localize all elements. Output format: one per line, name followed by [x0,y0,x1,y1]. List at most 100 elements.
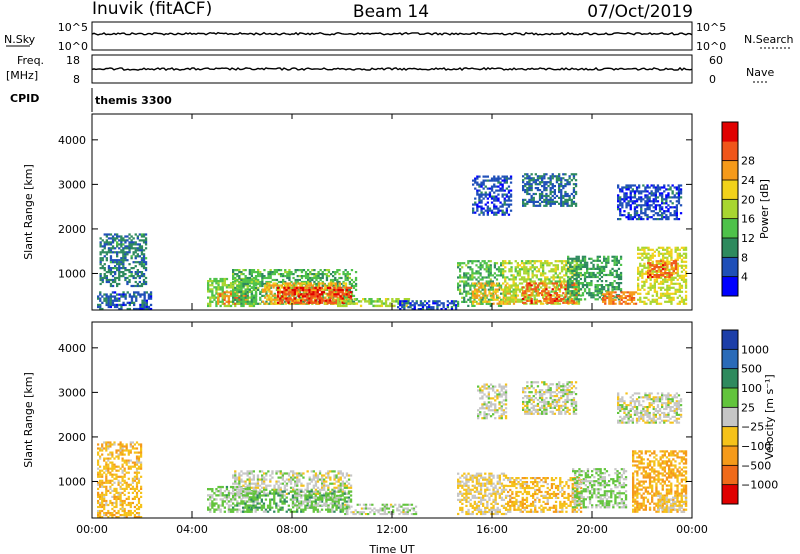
power-colorbar-frame [721,121,739,297]
power-cell [501,195,504,198]
power-cell [109,237,113,240]
power-cell [122,259,125,262]
power-cell [503,193,506,196]
power-cell [539,272,543,275]
power-cell [672,296,675,299]
velocity-cell [125,445,128,448]
power-cell [617,196,620,199]
power-cell [336,278,339,282]
power-cell [471,272,474,275]
velocity-cell [129,509,132,513]
power-cell [562,187,565,190]
power-cell [279,291,282,294]
power-cell [475,270,478,273]
power-cell [560,194,563,198]
power-cell [501,213,504,216]
power-cell [631,200,634,203]
power-cell [659,260,663,263]
power-cell [635,206,639,209]
power-cell [615,261,618,264]
power-cell [551,190,554,194]
power-cell [140,235,144,238]
power-cell [662,272,665,275]
power-cell [502,288,505,291]
power-cell [603,265,606,268]
power-cell [684,302,688,305]
power-cell [539,262,543,265]
power-cell [657,252,661,255]
power-cell [105,239,108,242]
power-cell [613,286,616,289]
power-cell [629,200,632,203]
power-cell [490,185,494,188]
power-cell [118,297,121,300]
power-cell [629,194,632,197]
power-cell [652,202,655,205]
power-cell [529,280,532,283]
power-cell [510,266,513,269]
power-cell [666,292,669,295]
power-cell [395,298,398,301]
power-cell [331,291,334,294]
power-cell [391,300,394,303]
power-cell [472,294,475,297]
power-cell [473,272,476,275]
velocity-cell [101,479,104,482]
power-cell [315,282,318,286]
power-cell [485,268,488,271]
power-cell [343,301,346,304]
power-cell [246,292,249,295]
power-cell [114,259,117,262]
velocity-cell [125,487,128,490]
power-cell [520,288,524,291]
power-cell [469,266,472,269]
power-cell [551,282,554,285]
power-cell [240,300,243,303]
power-cell [508,302,511,305]
power-cell [250,278,253,282]
power-cell [658,208,662,211]
power-cell [536,200,540,203]
power-cell [637,268,640,271]
power-cell [567,286,570,289]
power-cell [473,304,476,307]
power-cell [537,278,541,281]
power-cell [144,261,148,264]
power-cell [577,286,580,289]
power-cell [661,192,664,195]
power-cell [248,284,251,288]
power-cell [648,198,651,201]
velocity-cell [133,514,136,517]
power-cell [116,243,119,246]
power-cell [304,275,308,278]
power-cell [639,298,642,301]
power-cell [522,297,525,300]
power-cell [504,302,507,305]
velocity-cell [103,507,106,511]
power-cell [571,269,574,272]
power-cell [276,296,279,299]
power-cell [403,308,406,311]
power-cell [490,195,494,198]
power-cell [670,276,673,279]
power-cell [109,299,112,302]
power-cell [661,198,664,201]
power-cell [596,255,599,258]
power-cell [350,292,354,295]
power-cell [563,266,566,269]
power-cell [531,290,534,293]
power-cell [665,218,668,221]
power-cell [612,298,615,301]
power-cell [217,284,220,287]
power-cell [140,273,144,276]
power-cell [491,292,494,295]
power-cell [207,280,210,283]
power-cell [330,282,333,285]
power-cell [558,272,562,275]
power-cell [646,218,649,221]
power-cell [476,294,479,297]
power-cell [227,286,231,289]
velocity-cell [121,471,124,474]
power-cell [463,284,466,287]
power-cell [679,190,683,193]
